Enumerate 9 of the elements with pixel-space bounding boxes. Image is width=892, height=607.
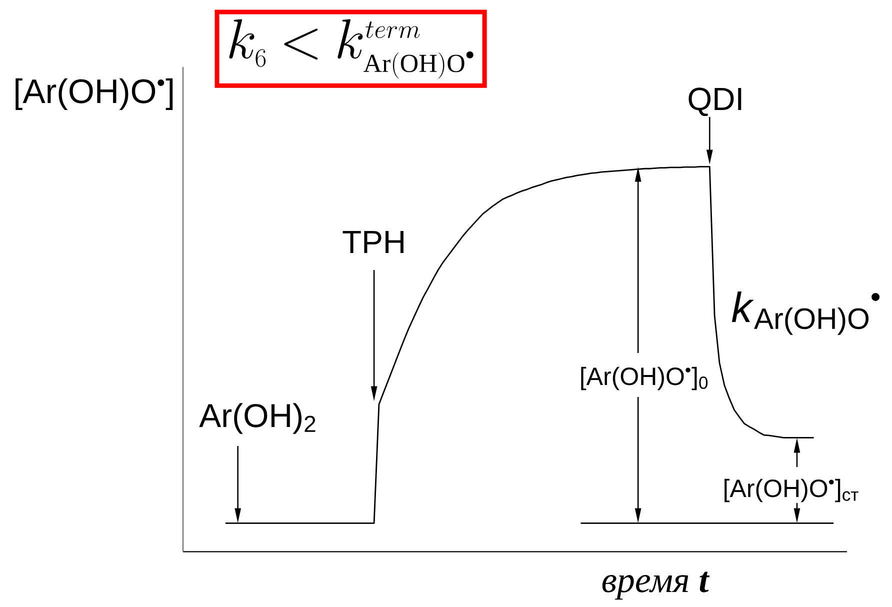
chart-title: $k_{6} < k^{term}_{\mathrm{Ar(OH)O}^{\bullet}}$ [229,19,474,78]
annotation: Ar(OH)$_{2}$ [199,403,316,434]
annotation: k$_{Ar(OH)O}$• [732,292,880,335]
annotation: TPH [342,230,404,253]
text: QDI [688,88,742,116]
annotation: [Ar(OH)O$^{•}$]$_{ст}$ [724,478,858,502]
x-axis-title: время t [602,572,710,600]
annotation: [Ar(OH)O$^{•}$]$_{0}$ [581,366,708,390]
y-axis-title: [Ar(OH)O$^{•}$] [16,78,173,110]
